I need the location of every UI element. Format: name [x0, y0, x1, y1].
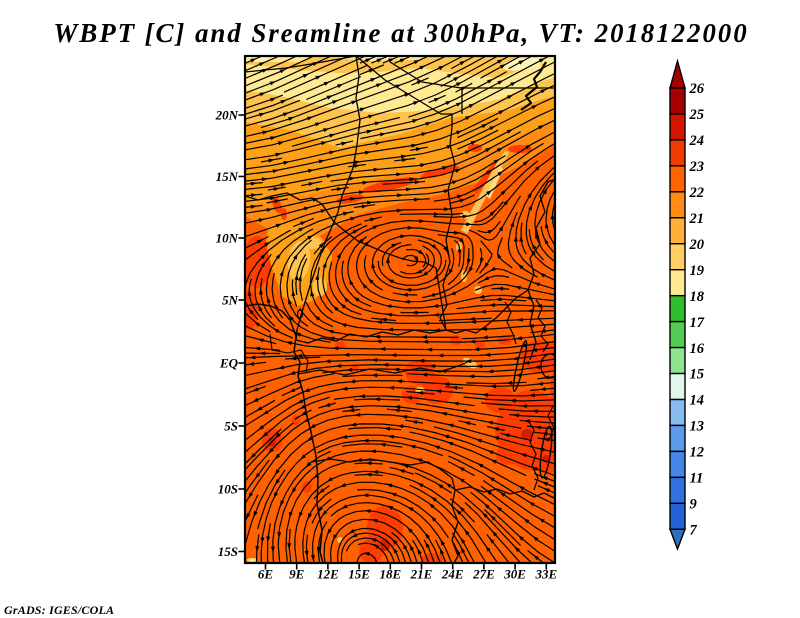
svg-text:17: 17	[690, 315, 705, 331]
svg-text:5N: 5N	[222, 293, 239, 308]
svg-text:21: 21	[689, 211, 705, 227]
svg-text:19: 19	[690, 263, 705, 279]
svg-text:24: 24	[689, 133, 705, 149]
svg-text:5S: 5S	[224, 419, 238, 434]
svg-text:9: 9	[690, 497, 697, 513]
svg-text:24E: 24E	[441, 567, 464, 582]
svg-text:18E: 18E	[379, 567, 401, 582]
svg-text:15N: 15N	[216, 169, 239, 184]
svg-text:15S: 15S	[218, 544, 238, 559]
svg-text:21E: 21E	[410, 567, 433, 582]
svg-text:26: 26	[689, 81, 705, 97]
svg-text:33E: 33E	[534, 567, 557, 582]
svg-text:23: 23	[689, 159, 705, 175]
svg-text:16: 16	[690, 341, 705, 357]
svg-text:25: 25	[689, 107, 705, 123]
svg-text:6E: 6E	[258, 567, 274, 582]
svg-text:7: 7	[690, 523, 698, 539]
svg-text:18: 18	[690, 289, 705, 305]
svg-text:12E: 12E	[317, 567, 339, 582]
svg-text:20: 20	[689, 237, 705, 253]
svg-text:WBPT [C] and Sreamline at 300h: WBPT [C] and Sreamline at 300hPa, VT: 20…	[53, 18, 748, 48]
svg-text:12: 12	[690, 445, 705, 461]
svg-text:27E: 27E	[472, 567, 495, 582]
svg-text:22: 22	[689, 185, 705, 201]
svg-text:GrADS: IGES/COLA: GrADS: IGES/COLA	[4, 603, 114, 617]
svg-text:9E: 9E	[289, 567, 305, 582]
svg-text:20N: 20N	[215, 108, 239, 123]
svg-text:30E: 30E	[503, 567, 526, 582]
svg-text:15E: 15E	[348, 567, 370, 582]
svg-text:14: 14	[690, 393, 705, 409]
svg-text:EQ: EQ	[219, 356, 239, 371]
svg-text:11: 11	[690, 471, 704, 487]
svg-text:13: 13	[690, 419, 705, 435]
svg-text:15: 15	[690, 367, 705, 383]
svg-text:10S: 10S	[218, 482, 238, 497]
svg-text:10N: 10N	[216, 231, 239, 246]
